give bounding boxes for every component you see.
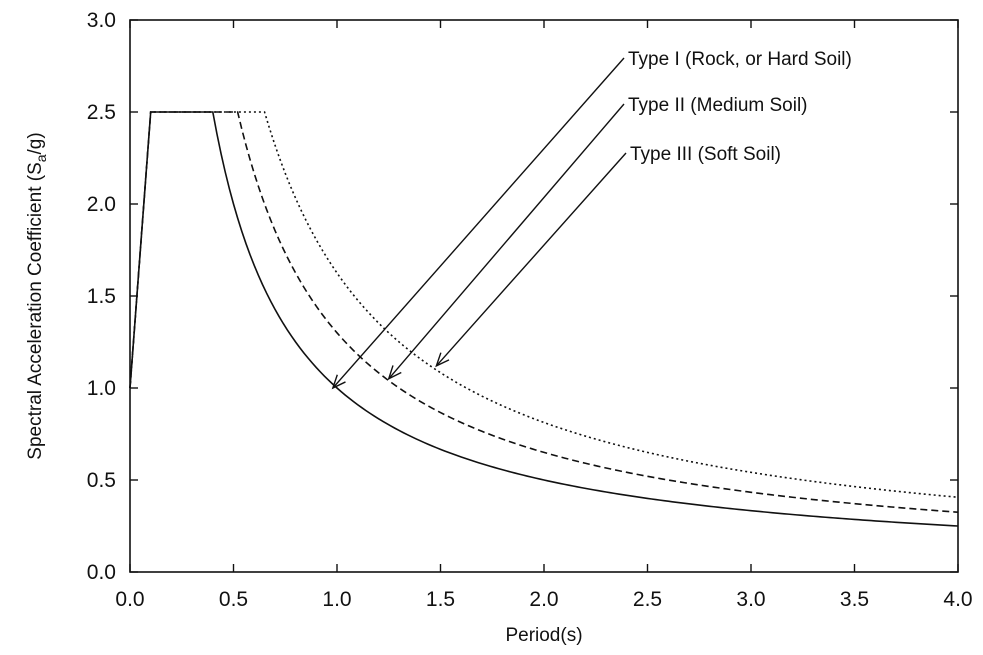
x-axis-title: Period(s) (505, 625, 582, 646)
series-line-2 (129, 111, 959, 513)
x-tick-label: 3.5 (840, 588, 869, 611)
x-tick-label: 3.0 (736, 588, 765, 611)
y-axis-title-main: Spectral Acceleration Coefficient (S (25, 162, 46, 459)
annotation-label: Type I (Rock, or Hard Soil) (628, 49, 852, 70)
legend-annotations: Type I (Rock, or Hard Soil) Type II (Medi… (331, 49, 852, 390)
y-tick-labels: 0.0 0.5 1.0 1.5 2.0 2.5 3.0 (87, 9, 116, 584)
y-tick-label: 1.5 (87, 285, 116, 308)
annotation-label: Type II (Medium Soil) (628, 95, 808, 116)
y-tick-label: 2.0 (87, 193, 116, 216)
annotation-arrowhead (435, 352, 450, 368)
annotation-arrowhead (387, 365, 402, 381)
y-tick-label: 3.0 (87, 9, 116, 32)
x-tick-label: 1.5 (426, 588, 455, 611)
x-tick-label: 4.0 (943, 588, 972, 611)
annotation-arrow (332, 57, 625, 389)
annotation-arrowhead (331, 374, 346, 390)
x-tick-label: 1.0 (322, 588, 351, 611)
x-tick-labels: 0.0 0.5 1.0 1.5 2.0 2.5 3.0 3.5 4.0 (115, 588, 972, 611)
y-tick-label: 2.5 (87, 101, 116, 124)
annotation-label: Type III (Soft Soil) (630, 144, 781, 165)
y-axis-title-end: /g) (25, 132, 46, 154)
series-lines (129, 111, 959, 527)
series-line-1 (129, 111, 959, 527)
x-tick-label: 0.0 (115, 588, 144, 611)
x-tick-label: 2.5 (633, 588, 662, 611)
y-tick-label: 0.0 (87, 561, 116, 584)
y-axis-title-subscript: a (33, 154, 49, 162)
plot-frame (129, 19, 959, 573)
axis-ticks (129, 19, 959, 573)
y-axis-title: Spectral Acceleration Coefficient (Sa/g) (25, 132, 49, 459)
x-tick-label: 2.0 (529, 588, 558, 611)
y-tick-label: 1.0 (87, 377, 116, 400)
x-tick-label: 0.5 (219, 588, 248, 611)
annotation-arrow (388, 103, 625, 380)
series-line-3 (129, 111, 957, 498)
annotation-arrow (435, 152, 627, 367)
y-tick-label: 0.5 (87, 469, 116, 492)
